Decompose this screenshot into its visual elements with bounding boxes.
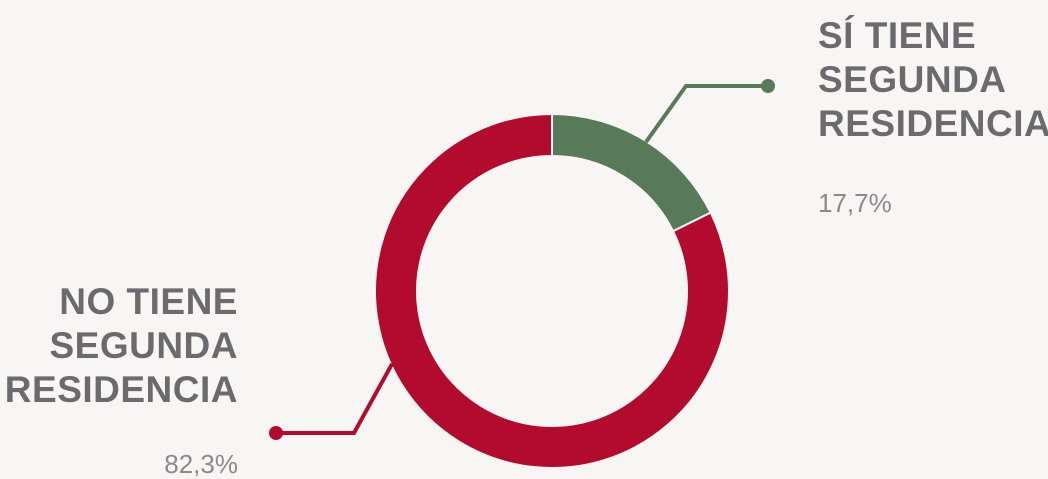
slice-value-si-tiene: 17,7% xyxy=(818,188,892,218)
leader-no-tiene xyxy=(276,363,394,435)
slice-label-line: SEGUNDA xyxy=(818,59,1007,100)
callout-leaders xyxy=(269,79,775,440)
leader-si-tiene xyxy=(644,84,768,144)
slice-label-line: SEGUNDA xyxy=(49,325,238,366)
slice-label-si-tiene: SÍ TIENE SEGUNDA RESIDENCIA xyxy=(818,14,1048,146)
slice-value-no-tiene: 82,3% xyxy=(164,449,238,479)
slice-label-no-tiene: NO TIENE SEGUNDA RESIDENCIA xyxy=(5,280,238,412)
slice-label-line: SÍ TIENE xyxy=(818,15,977,56)
leader-si-tiene-dot xyxy=(761,79,775,93)
slice-label-line: NO TIENE xyxy=(59,281,238,322)
leader-no-tiene-dot xyxy=(269,426,283,440)
donut-slices xyxy=(374,112,730,469)
slice-label-line: RESIDENCIA xyxy=(818,103,1048,144)
slice-no-tiene xyxy=(374,112,730,469)
slice-label-line: RESIDENCIA xyxy=(4,369,238,410)
slice-si-tiene xyxy=(551,112,713,233)
